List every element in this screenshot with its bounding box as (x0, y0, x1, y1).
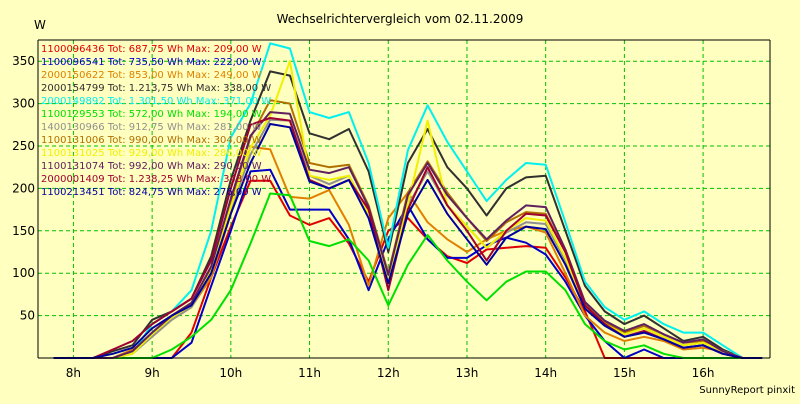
legend-entry-2000154799: 2000154799 Tot: 1.213,75 Wh Max: 338,00 … (41, 83, 271, 94)
x-tick-label: 16h (692, 366, 715, 380)
y-tick-label: 250 (12, 139, 35, 153)
x-tick-label: 10h (219, 366, 242, 380)
legend-entry-2000149892: 2000149892 Tot: 1.301,50 Wh Max: 371,00 … (41, 96, 271, 107)
y-axis-unit-label: W (34, 18, 46, 32)
series-line-1100129553 (53, 192, 763, 359)
legend-entry-1100096436: 1100096436 Tot: 687,75 Wh Max: 209,00 W (41, 44, 262, 55)
legend-entry-2000001409: 2000001409 Tot: 1.238,25 Wh Max: 348,00 … (41, 174, 271, 185)
x-tick-label: 8h (66, 366, 81, 380)
chart-title: Wechselrichtervergleich vom 02.11.2009 (277, 12, 524, 26)
axes: 50 100 150 200 250 300 350 8h 9h 10h 11h 12h 13h 14h 1… (12, 39, 771, 380)
x-tick-label: 13h (456, 366, 479, 380)
x-tick-label: 11h (298, 366, 321, 380)
x-tick-label: 15h (613, 366, 636, 380)
grid (38, 40, 770, 358)
y-tick-label: 50 (20, 309, 35, 323)
x-tick-label: 14h (534, 366, 557, 380)
series-line-1100213451 (53, 123, 763, 359)
legend-entry-1100129553: 1100129553 Tot: 572,00 Wh Max: 194,00 W (41, 109, 262, 120)
y-tick-label: 150 (12, 224, 35, 238)
y-tick-label: 200 (12, 181, 35, 195)
legend-entry-1100131074: 1100131074 Tot: 992,00 Wh Max: 290,00 W (41, 161, 262, 172)
x-tick-label: 12h (377, 366, 400, 380)
legend-entry-1100131025: 1100131025 Tot: 929,00 Wh Max: 286,00 W (41, 148, 262, 159)
series-line-1100131025 (53, 60, 763, 359)
legend-entry-1100213451: 1100213451 Tot: 824,75 Wh Max: 276,00 W (41, 187, 262, 198)
x-tick-label: 9h (145, 366, 160, 380)
legend-entry-1100131006: 1100131006 Tot: 990,00 Wh Max: 304,00 W (41, 135, 262, 146)
legend-entry-1400130966: 1400130966 Tot: 912,75 Wh Max: 281,00 W (41, 122, 262, 133)
legend: 1100096436 Tot: 687,75 Wh Max: 209,00 W 1… (41, 44, 271, 198)
y-tick-label: 300 (12, 97, 35, 111)
legend-entry-2000150622: 2000150622 Tot: 853,00 Wh Max: 249,00 W (41, 70, 262, 81)
y-tick-label: 350 (12, 54, 35, 68)
footer-credit: SunnyReport pinxit (699, 385, 795, 396)
y-tick-label: 100 (12, 266, 35, 280)
series-line-2000001409 (53, 117, 763, 359)
legend-entry-1100096541: 1100096541 Tot: 735,50 Wh Max: 222,00 W (41, 57, 262, 68)
